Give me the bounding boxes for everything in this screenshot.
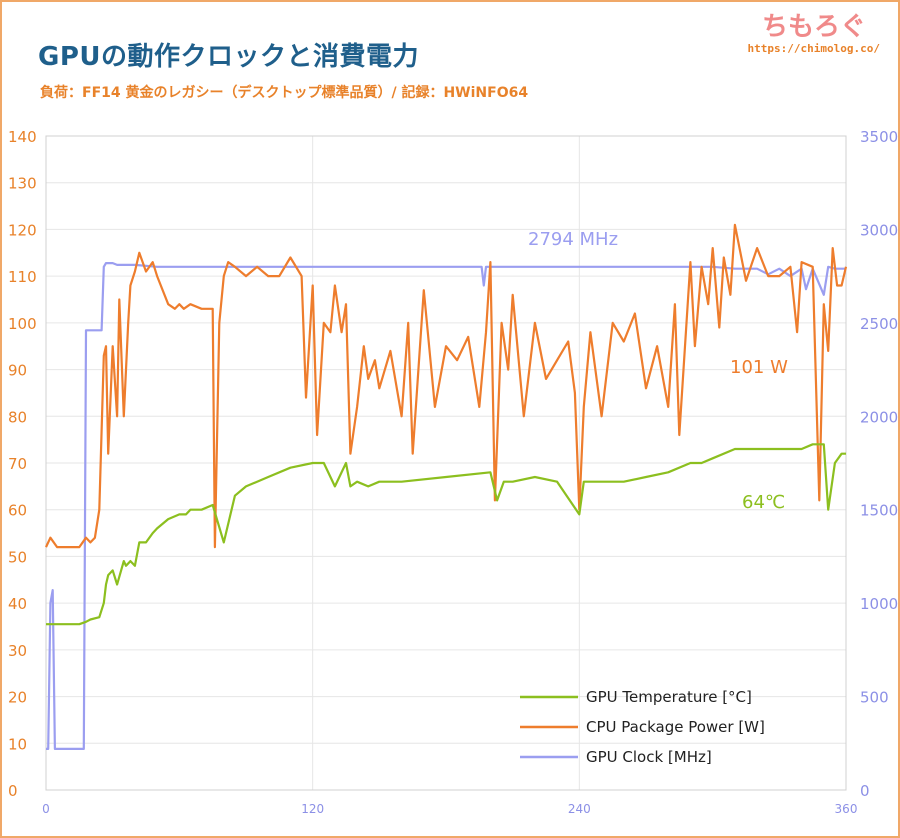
legend: GPU Temperature [°C] CPU Package Power [W… <box>520 688 765 766</box>
y-left-tick-label: 100 <box>8 315 37 333</box>
y-left-tick-label: 50 <box>8 548 27 566</box>
plot-border <box>45 135 847 791</box>
y-right-tick-label: 500 <box>860 689 889 707</box>
brand-logo: ちもろぐ <box>761 12 866 42</box>
axes: 0 10 20 30 40 50 60 70 80 90 100 110 120 130 140 0 500 10… <box>8 128 898 816</box>
annotation-layer: 2794 MHz 101 W 64℃ <box>528 229 788 513</box>
y-right-tick-label: 1000 <box>860 595 898 613</box>
y-left-tick-label: 140 <box>8 128 37 146</box>
y-left-tick-label: 120 <box>8 221 37 239</box>
y-left-tick-label: 70 <box>8 455 27 473</box>
chart-subtitle: 負荷：FF14 黄金のレガシー（デスクトップ標準品質）/ 記録：HWiNFO64 <box>40 85 529 101</box>
y-right-tick-label: 3000 <box>860 221 898 239</box>
legend-label: GPU Temperature [°C] <box>586 688 752 706</box>
y-left-tick-label: 20 <box>8 689 27 707</box>
annotation-label: 64℃ <box>742 492 785 513</box>
y-left-tick-label: 90 <box>8 362 27 380</box>
y-right-tick-label: 1500 <box>860 502 898 520</box>
y-left-tick-label: 60 <box>8 502 27 520</box>
y-right-tick-label: 2500 <box>860 315 898 333</box>
series-line-1 <box>45 223 848 549</box>
x-tick-label: 0 <box>42 802 50 816</box>
x-tick-label: 120 <box>301 802 324 816</box>
series-layer <box>45 223 848 751</box>
annotation-label: 2794 MHz <box>528 229 618 250</box>
x-tick-label: 240 <box>568 802 591 816</box>
y-left-tick-label: 0 <box>8 782 18 800</box>
y-left-tick-label: 130 <box>8 175 37 193</box>
y-right-tick-label: 0 <box>860 782 870 800</box>
chart-title: GPUの動作クロックと消費電力 <box>38 42 420 72</box>
y-left-tick-label: 30 <box>8 642 27 660</box>
legend-label: GPU Clock [MHz] <box>586 748 712 766</box>
y-left-tick-label: 40 <box>8 595 27 613</box>
x-tick-label: 360 <box>835 802 858 816</box>
y-right-tick-label: 2000 <box>860 408 898 426</box>
annotation-label: 101 W <box>730 357 788 378</box>
y-right-tick-label: 3500 <box>860 128 898 146</box>
brand-url: https://chimolog.co/ <box>747 42 880 55</box>
y-left-tick-label: 80 <box>8 408 27 426</box>
legend-label: CPU Package Power [W] <box>586 718 765 736</box>
series-line-0 <box>46 443 846 626</box>
series-line-2 <box>46 262 846 751</box>
y-left-tick-label: 110 <box>8 268 37 286</box>
y-left-tick-label: 10 <box>8 735 27 753</box>
